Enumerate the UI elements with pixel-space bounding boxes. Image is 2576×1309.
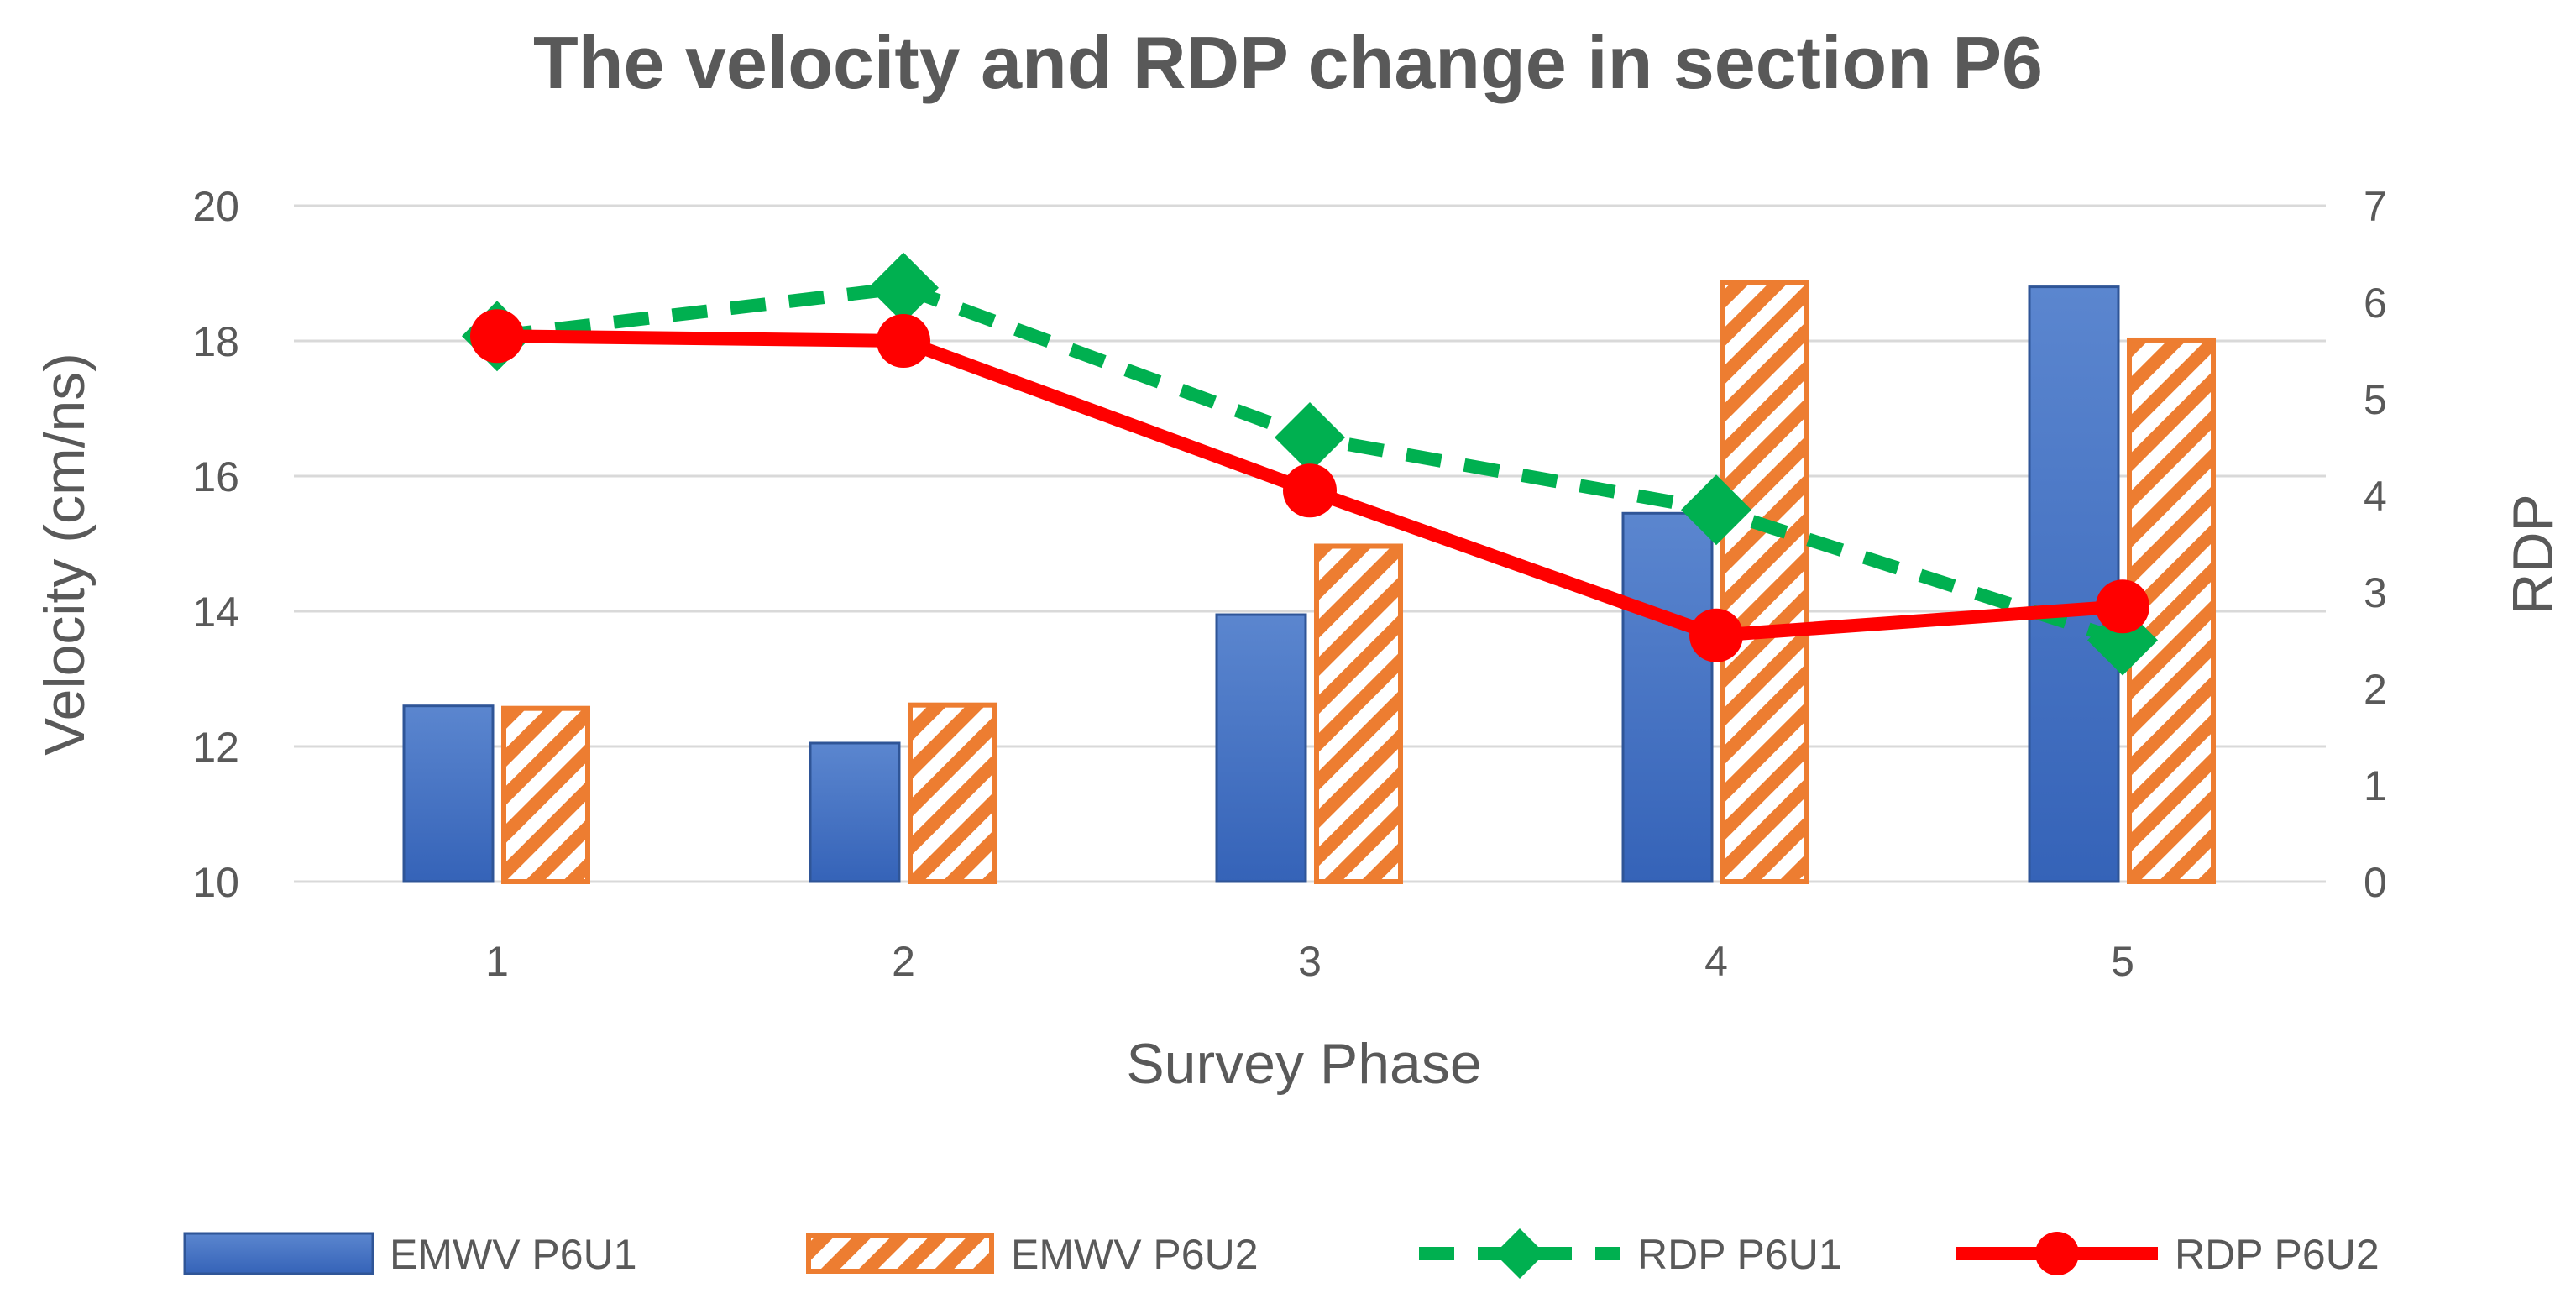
bars (402, 280, 2216, 885)
marker-rdp-p6u2 (1283, 463, 1337, 518)
y2-axis-ticks: 0 1 2 3 4 5 6 7 (2364, 183, 2387, 906)
legend-label: EMWV P6U2 (1011, 1231, 1259, 1278)
y2-tick-label: 7 (2364, 183, 2387, 230)
y-tick-label: 10 (192, 859, 239, 906)
chart-title: The velocity and RDP change in section P… (533, 21, 2043, 104)
marker-rdp-p6u2 (2096, 579, 2149, 634)
marker-rdp-p6u2 (877, 314, 930, 368)
marker-rdp-p6u2 (1689, 608, 1743, 662)
legend-label: EMWV P6U1 (390, 1231, 637, 1278)
bar-emwv-p6u2 (908, 702, 997, 884)
y-tick-label: 18 (192, 318, 239, 365)
legend: EMWV P6U1 EMWV P6U2 RDP P6U1 RDP P6U2 (183, 1228, 2380, 1279)
y2-tick-label: 4 (2364, 473, 2387, 520)
marker-rdp-p6u2 (470, 309, 524, 364)
bar-emwv-p6u1 (2028, 285, 2120, 883)
bar-emwv-p6u1 (1215, 613, 1307, 883)
y2-axis-label: RDP (2501, 494, 2565, 615)
x-axis-ticks: 1 2 3 4 5 (485, 938, 2134, 985)
y2-tick-label: 2 (2364, 666, 2387, 713)
y2-tick-label: 1 (2364, 762, 2387, 809)
gridlines (294, 204, 2326, 883)
y-tick-label: 16 (192, 453, 239, 500)
bar-emwv-p6u1 (1621, 511, 1714, 883)
y2-tick-label: 0 (2364, 859, 2387, 906)
y-axis-label: Velocity (cm/ns) (33, 353, 97, 756)
x-tick-label: 5 (2111, 938, 2134, 985)
y-axis-ticks: 10 12 14 16 18 20 (192, 183, 239, 906)
x-axis-label: Survey Phase (1126, 1032, 1481, 1096)
legend-label: RDP P6U2 (2175, 1231, 2380, 1278)
bar-emwv-p6u2 (1720, 280, 1809, 884)
x-tick-label: 3 (1298, 938, 1322, 985)
bar-emwv-p6u2 (501, 705, 590, 885)
y-tick-label: 12 (192, 724, 239, 771)
x-tick-label: 2 (892, 938, 915, 985)
x-tick-label: 1 (485, 938, 509, 985)
legend-marker-rdp-p6u1 (1495, 1228, 1545, 1279)
legend-label: RDP P6U1 (1637, 1231, 1842, 1278)
marker-rdp-p6u1 (1275, 402, 1345, 473)
x-tick-label: 4 (1704, 938, 1728, 985)
marker-rdp-p6u1 (1681, 474, 1751, 546)
legend-swatch-emwv-p6u1 (183, 1232, 374, 1275)
legend-marker-rdp-p6u2 (2035, 1232, 2079, 1275)
y2-tick-label: 3 (2364, 569, 2387, 616)
bar-emwv-p6u1 (402, 704, 495, 883)
bar-emwv-p6u2 (1314, 543, 1403, 884)
bar-emwv-p6u1 (809, 741, 901, 883)
marker-rdp-p6u1 (868, 252, 939, 323)
lines (462, 252, 2158, 676)
y2-tick-label: 6 (2364, 280, 2387, 327)
y2-tick-label: 5 (2364, 376, 2387, 423)
legend-swatch-emwv-p6u2 (806, 1233, 994, 1274)
y-tick-label: 14 (192, 589, 239, 636)
y-tick-label: 20 (192, 183, 239, 230)
